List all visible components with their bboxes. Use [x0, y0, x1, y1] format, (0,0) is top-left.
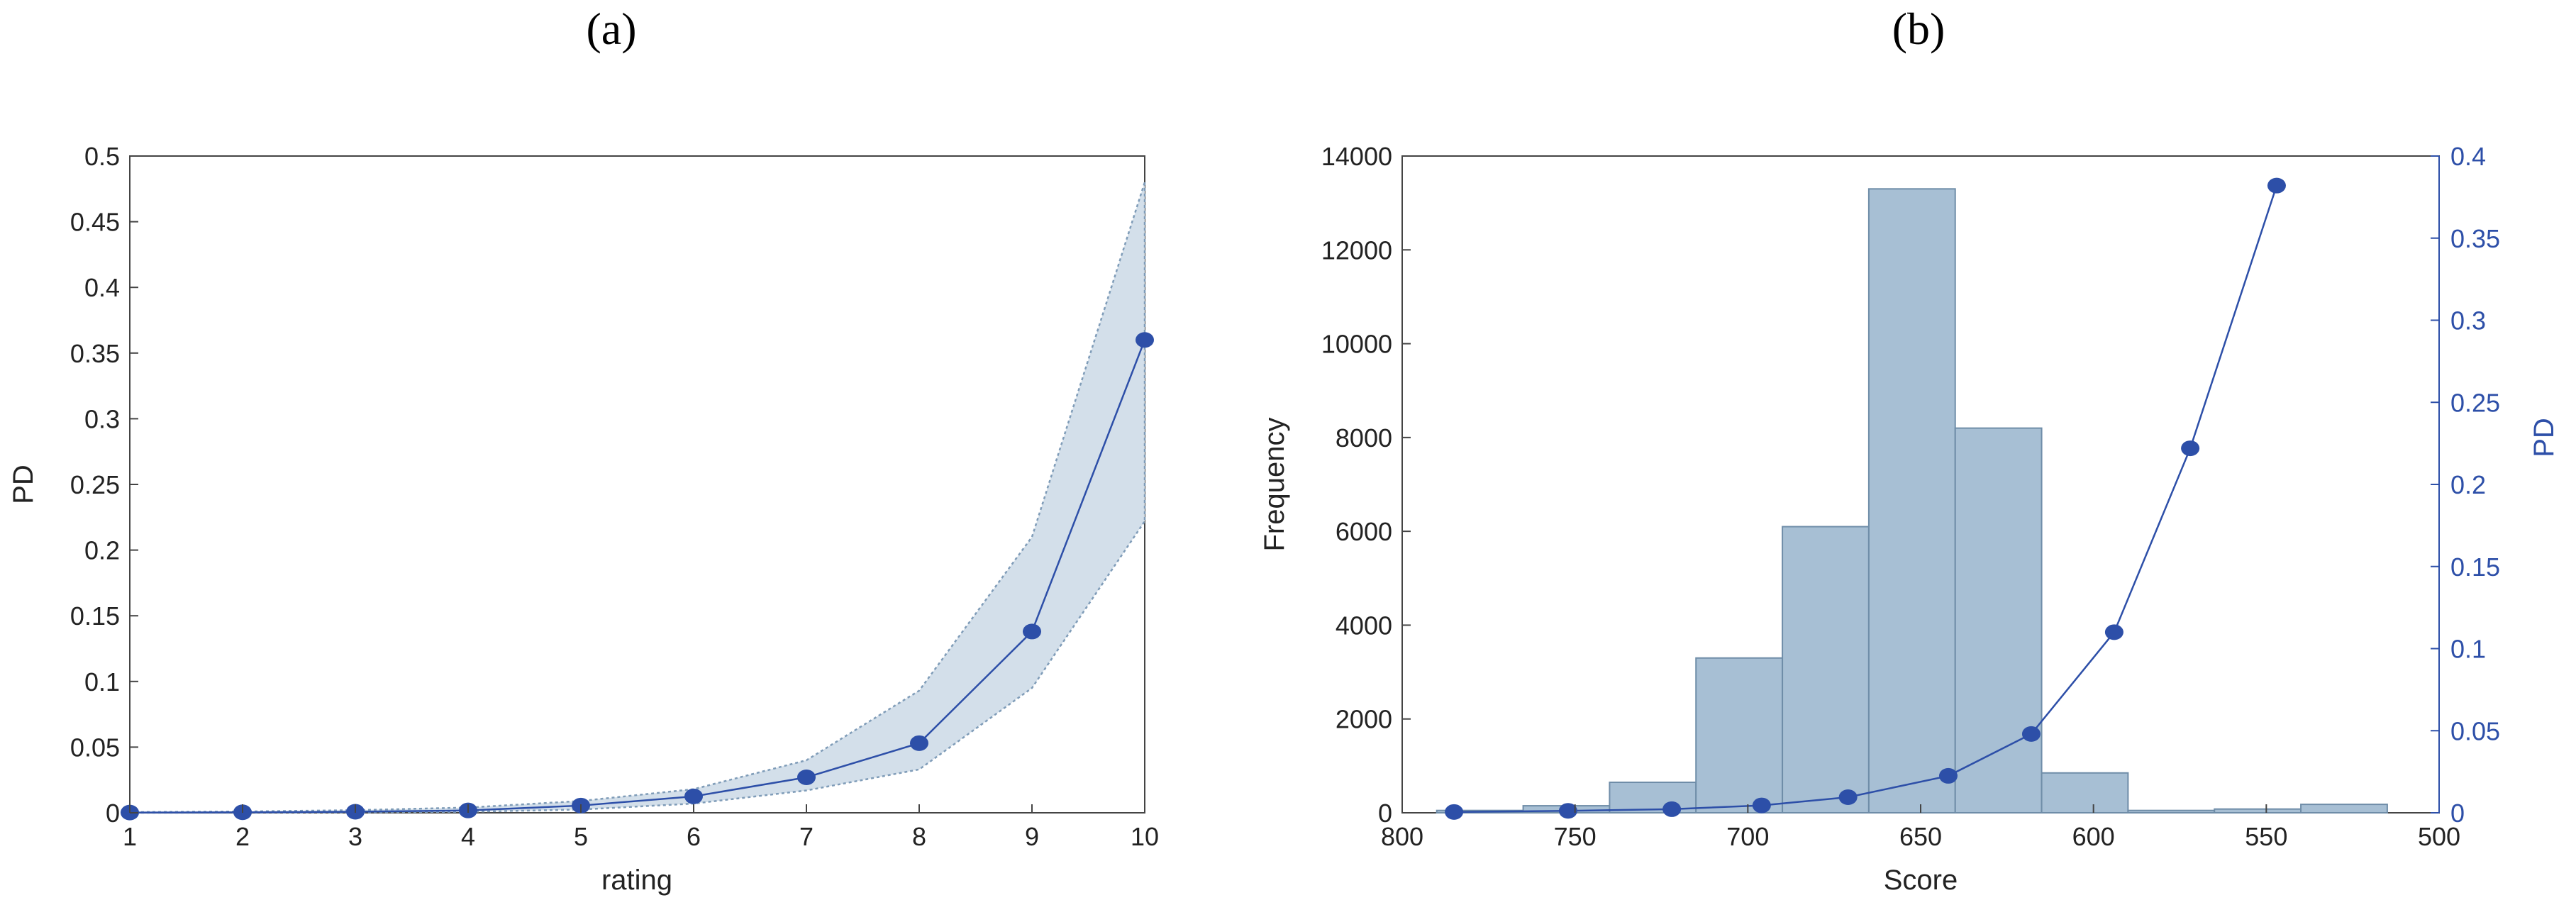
pd-line: [1454, 185, 2278, 814]
pd-line: [129, 339, 1146, 814]
x-tick-label: 700: [1726, 822, 1769, 851]
pd-point: [2104, 624, 2123, 640]
pd-point: [910, 735, 928, 751]
histogram-bar: [1867, 188, 1956, 814]
y-tick-label: 0.4: [84, 273, 120, 302]
y-tick-label: 4000: [1336, 611, 1392, 640]
x-tick-label: 10: [1131, 822, 1159, 851]
chart-a: 1 2 3 4 5 6 7 8 9 10 0 0.05 0.1 0.15 0.2 0.25 0.3 0.35 0.…: [8, 142, 1159, 896]
y2-tick-label: 0.25: [2450, 388, 2500, 417]
x-tick-label: 800: [1381, 822, 1423, 851]
y-tick-label: 0.1: [84, 667, 120, 696]
x-tick-label: 2: [235, 822, 250, 851]
pd-point: [1752, 797, 1771, 814]
histogram-bar: [2041, 772, 2129, 814]
y2-tick-label: 0: [2450, 799, 2465, 828]
y-tick-label: 10000: [1321, 330, 1392, 359]
y2-tick-label: 0.1: [2450, 635, 2486, 664]
y2-tick-label: 0.3: [2450, 306, 2486, 335]
y2-tick-label: 0.15: [2450, 553, 2500, 582]
y-tick-label: 2000: [1336, 705, 1392, 734]
histogram-bar: [2214, 808, 2302, 814]
x-tick-label: 8: [912, 822, 926, 851]
histogram-bar: [1782, 526, 1870, 814]
x-tick-label: 600: [2072, 822, 2115, 851]
x-tick-label: 1: [123, 822, 137, 851]
pd-point: [2181, 440, 2200, 457]
y-tick-label: 0.2: [84, 536, 120, 565]
x-tick-label: 550: [2245, 822, 2287, 851]
pd-point: [1838, 789, 1858, 806]
y-tick-label: 0.5: [84, 142, 120, 171]
pd-point: [1023, 623, 1041, 640]
y-tick-label: 6000: [1336, 517, 1392, 546]
chart-b-ylabel: Frequency: [1259, 418, 1290, 552]
y2-tick-label: 0.35: [2450, 224, 2500, 253]
y2-tick-label: 0.4: [2450, 142, 2486, 171]
y-tick-label: 14000: [1321, 142, 1392, 171]
pd-point: [684, 788, 703, 804]
pd-point: [1558, 803, 1577, 819]
y-tick-label: 12000: [1321, 235, 1392, 265]
panel-b-label: (b): [1892, 4, 1945, 54]
y-tick-label: 0.45: [70, 208, 120, 237]
pd-point: [797, 769, 816, 785]
x-tick-label: 500: [2418, 822, 2460, 851]
y-tick-label: 8000: [1336, 423, 1392, 452]
y2-tick-label: 0.05: [2450, 716, 2500, 745]
histogram-bar: [2127, 809, 2216, 814]
y-tick-label: 0: [106, 799, 120, 828]
x-tick-label: 5: [574, 822, 588, 851]
band-lower-edge: [130, 521, 1146, 814]
pd-point: [1445, 804, 1464, 820]
y-tick-label: 0.05: [70, 733, 120, 762]
chart-a-xlabel: rating: [601, 865, 672, 896]
y-tick-label: 0.15: [70, 601, 120, 631]
band-upper-edge: [129, 182, 1146, 814]
y-tick-label: 0.3: [84, 404, 120, 433]
x-tick-label: 650: [1899, 822, 1942, 851]
y-tick-label: 0: [1378, 799, 1392, 828]
histogram-bar: [2300, 804, 2388, 814]
chart-b-xlabel: Score: [1884, 865, 1958, 896]
panel-a-label: (a): [586, 4, 636, 54]
pd-point: [1938, 767, 1958, 784]
x-tick-label: 3: [348, 822, 362, 851]
pd-point: [2021, 726, 2041, 742]
chart-b-y2label: PD: [2528, 418, 2560, 457]
pd-point: [2267, 177, 2286, 194]
y2-tick-label: 0.2: [2450, 470, 2486, 499]
chart-b: 800 750 700 650 600 550 500 0 2000 4000 6000 8000 1…: [1259, 142, 2560, 896]
x-tick-label: 4: [461, 822, 475, 851]
x-tick-label: 750: [1554, 822, 1597, 851]
x-tick-label: 6: [687, 822, 701, 851]
y-tick-label: 0.25: [70, 470, 120, 499]
histogram-bar: [1954, 427, 2043, 814]
y-tick-label: 0.35: [70, 339, 120, 368]
x-tick-label: 9: [1025, 822, 1039, 851]
chart-a-ylabel: PD: [8, 465, 39, 504]
pd-point: [1662, 801, 1682, 817]
histogram-bar: [1609, 782, 1697, 814]
pd-point: [1136, 332, 1154, 348]
x-tick-label: 7: [799, 822, 814, 851]
histogram-bar: [1695, 657, 1784, 814]
